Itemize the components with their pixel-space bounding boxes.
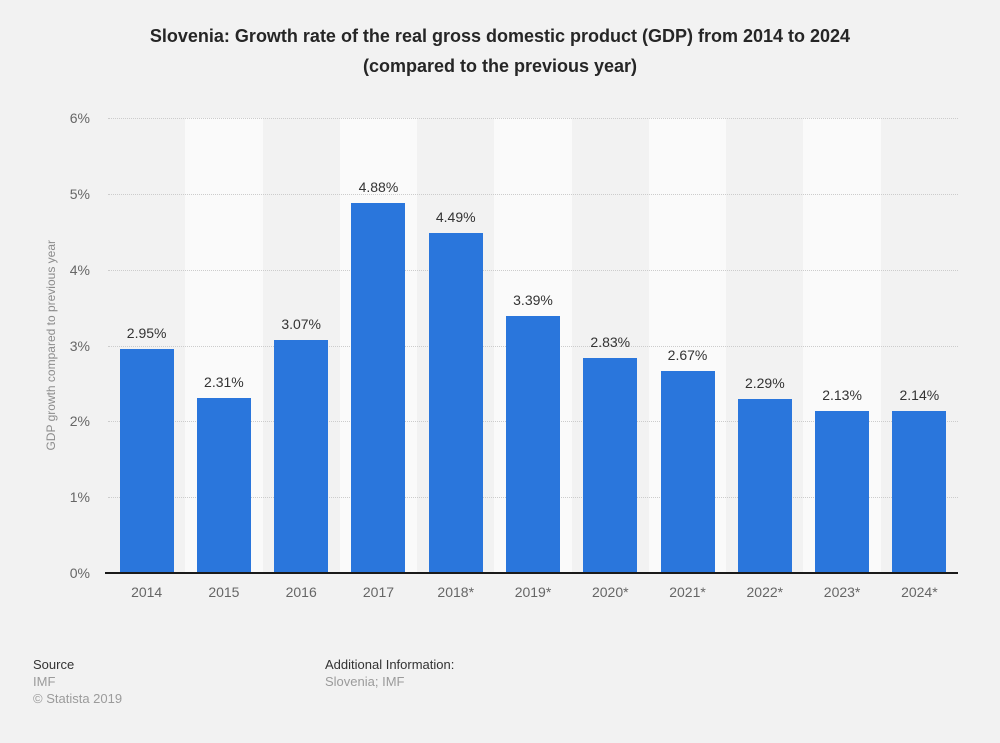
bar-value-label: 3.39% <box>513 291 553 308</box>
bar <box>737 399 792 573</box>
additional-info-label: Additional Information: <box>325 657 455 672</box>
gridline <box>108 193 958 195</box>
x-tick-label: 2019* <box>514 584 552 600</box>
bar <box>428 232 483 573</box>
chart-title-line2: (compared to the previous year) <box>362 56 638 76</box>
bar-value-label: 4.49% <box>435 208 476 225</box>
x-tick-label: 2023* <box>823 584 861 600</box>
bar <box>815 411 870 573</box>
bar <box>892 410 947 573</box>
y-tick-label: 6% <box>69 110 90 126</box>
y-tick-label: 1% <box>69 489 90 506</box>
y-tick-label: 0% <box>69 565 90 581</box>
bar-value-label: 3.07% <box>281 316 322 333</box>
bar <box>660 370 715 573</box>
copyright-notice: © Statista 2019 <box>33 691 123 706</box>
y-tick-label: 4% <box>69 261 90 278</box>
x-tick-label: 2016 <box>285 584 317 600</box>
gridline <box>108 269 958 271</box>
x-tick-label: 2017 <box>362 584 395 600</box>
bar-value-label: 2.67% <box>667 346 708 363</box>
chart-title-line1: Slovenia: Growth rate of the real gross … <box>149 26 851 46</box>
gridline <box>108 118 958 119</box>
x-tick-label: 2024* <box>901 584 938 600</box>
bar <box>119 349 174 573</box>
x-tick-label: 2021* <box>669 584 706 600</box>
y-axis-labels: 0% 1% 2% 3% 4% 5% 6% <box>0 110 90 581</box>
footer-additional-block: Additional Information: Slovenia; IMF <box>325 656 454 690</box>
bar-value-label: 2.95% <box>126 325 167 342</box>
bar-value-label: 2.83% <box>590 334 631 351</box>
source-value: IMF <box>33 674 56 689</box>
bar-value-label: 4.88% <box>358 178 399 195</box>
bar-value-label: 2.14% <box>899 386 940 403</box>
bar-value-label: 2.31% <box>204 373 244 390</box>
source-label: Source <box>33 657 75 672</box>
x-tick-label: 2014 <box>131 584 163 600</box>
y-tick-label: 5% <box>69 185 90 202</box>
bar-value-label: 2.29% <box>744 375 785 392</box>
x-axis-labels: 2014 2015 2016 2017 2018* 2019* 2020* 2021* 2022… <box>108 584 958 604</box>
x-tick-label: 2020* <box>591 584 629 600</box>
footer-source-block: Source IMF © Statista 2019 <box>33 656 122 707</box>
y-tick-label: 2% <box>69 413 90 430</box>
additional-info-value: Slovenia; IMF <box>325 674 405 689</box>
x-tick-label: 2018* <box>437 584 475 600</box>
bar <box>506 315 560 573</box>
x-tick-label: 2015 <box>208 584 240 600</box>
chart-title: Slovenia: Growth rate of the real gross … <box>0 21 1000 81</box>
bar-value-label: 2.13% <box>822 387 862 404</box>
bar <box>196 397 251 573</box>
x-tick-label: 2022* <box>746 584 784 600</box>
bar <box>274 340 329 573</box>
y-tick-label: 3% <box>69 337 90 354</box>
bar <box>583 358 638 573</box>
plot-area: 2.95% 2.31% 3.07% 4.88% 4.49% 3.39% 2.83% 2.67%… <box>108 118 958 573</box>
x-axis-line <box>105 572 958 574</box>
bar <box>351 202 406 573</box>
